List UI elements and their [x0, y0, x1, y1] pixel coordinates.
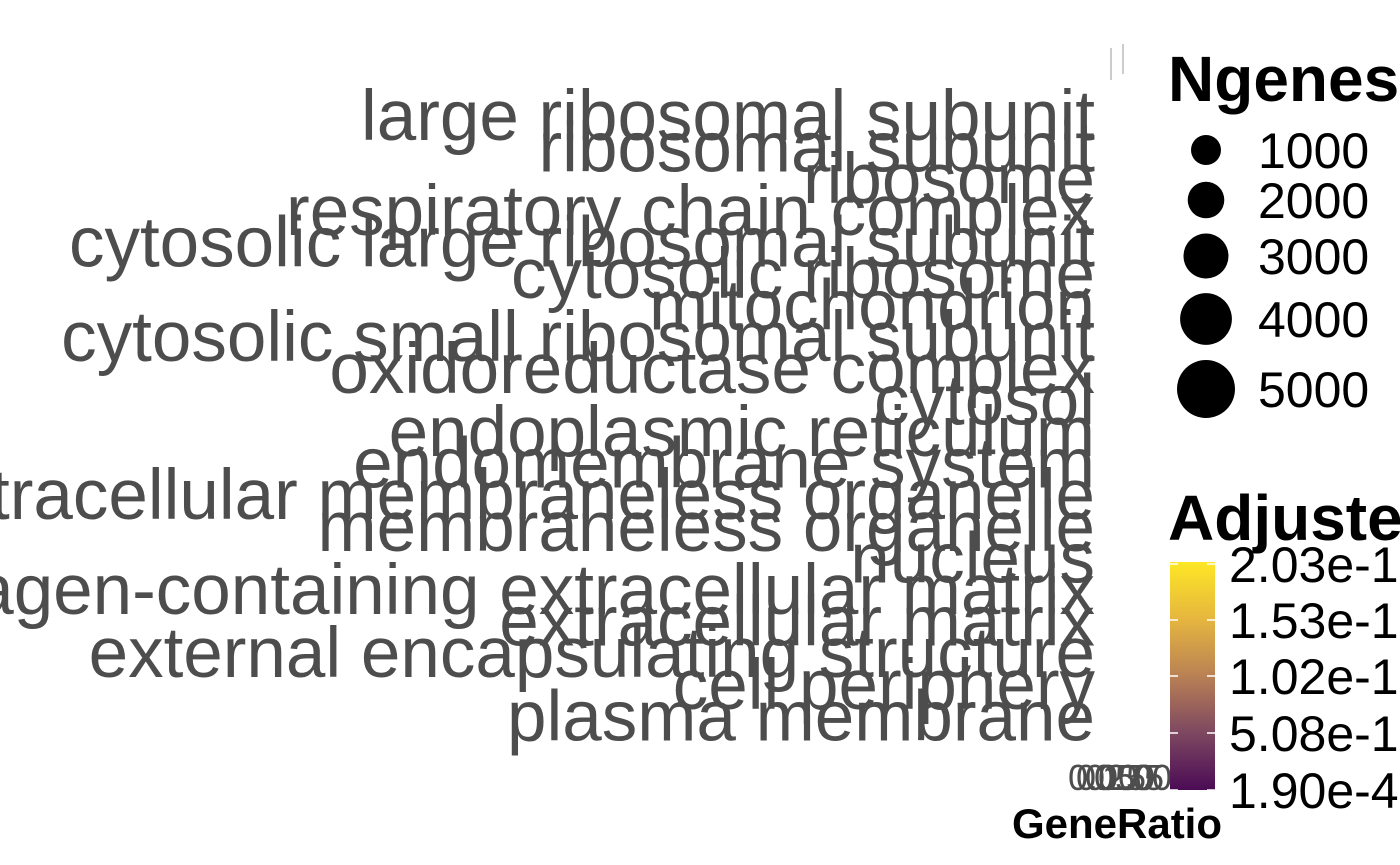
y-tick-label: respiratory chain complex	[286, 172, 1095, 251]
x-tick-label: 0.50	[1085, 757, 1155, 798]
x-axis-title: GeneRatio	[1012, 800, 1222, 847]
y-tick-label: ribosome	[803, 140, 1095, 219]
legend-clip-marks	[1110, 44, 1124, 80]
y-tick-label: oxidoreductase complex	[329, 330, 1095, 409]
y-tick-label: mitochondrion	[649, 267, 1095, 346]
size-legend-label: 5000	[1258, 362, 1369, 418]
color-legend-label: 1.02e-1	[1229, 649, 1399, 705]
y-tick-label: large ribosomal subunit	[361, 77, 1095, 156]
x-tick-label: 1.00	[1102, 757, 1172, 798]
y-tick-label: ribosomal subunit	[539, 109, 1096, 188]
y-tick-label: cytosol	[874, 361, 1095, 440]
y-tick-label: endoplasmic reticulum	[389, 393, 1095, 472]
size-legend-dot	[1183, 233, 1229, 279]
y-tick-label: intracellular membraneless organelle	[0, 456, 1095, 535]
color-legend-label: 1.90e-4	[1229, 763, 1399, 819]
color-legend-title: Adjusted	[1168, 482, 1400, 554]
y-tick-label: collagen-containing extracellular matrix	[0, 551, 1095, 630]
x-tick-label: 0.00	[1068, 757, 1138, 798]
size-legend-label: 2000	[1258, 173, 1369, 229]
size-legend-label: 3000	[1258, 229, 1369, 285]
x-tick-label: 0.75	[1094, 757, 1164, 798]
size-legend-title: Ngenes	[1168, 43, 1399, 115]
size-legend-dot	[1177, 360, 1235, 418]
size-legend-label: 1000	[1258, 123, 1369, 179]
color-legend: Adjusted 2.03e-11.53e-11.02e-15.08e-11.9…	[1168, 482, 1400, 819]
y-tick-label: cytosolic ribosome	[511, 235, 1095, 314]
y-tick-label: plasma membrane	[507, 677, 1095, 756]
y-tick-label: cytosolic large ribosomal subunit	[69, 203, 1095, 282]
size-legend-label: 4000	[1258, 292, 1369, 348]
size-legend-dot	[1180, 293, 1232, 345]
size-legend-dot	[1191, 135, 1221, 165]
y-tick-label: external encapsulating structure	[89, 614, 1095, 693]
x-axis-ticks: 0.000.250.500.751.00	[1068, 757, 1172, 798]
y-tick-label: endomembrane system	[353, 425, 1095, 504]
color-legend-label: 1.53e-1	[1229, 593, 1399, 649]
y-tick-label: cytosolic small ribosomal subunit	[61, 298, 1095, 377]
y-tick-label: extracellular matrix	[499, 583, 1095, 662]
y-tick-label: nucleus	[850, 519, 1095, 598]
color-legend-label: 5.08e-1	[1229, 706, 1399, 762]
y-tick-label: membraneless organelle	[318, 488, 1095, 567]
x-tick-label: 0.25	[1076, 757, 1146, 798]
y-tick-label: cell periphery	[673, 646, 1096, 725]
size-legend-dot	[1187, 181, 1225, 219]
color-legend-label: 2.03e-1	[1229, 537, 1399, 593]
